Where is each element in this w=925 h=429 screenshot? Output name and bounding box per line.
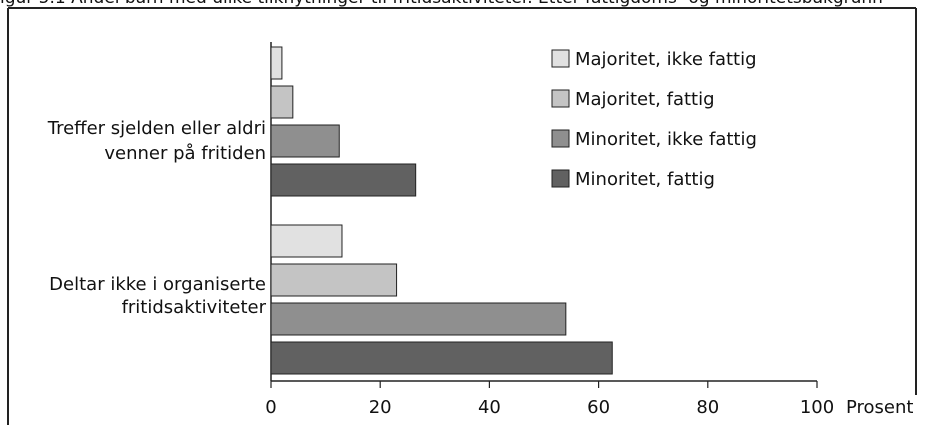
bar-1-3 bbox=[270, 124, 340, 158]
legend: Majoritet, ikke fattig Majoritet, fattig M… bbox=[551, 49, 757, 190]
legend-swatch bbox=[551, 89, 570, 108]
bar-1-4 bbox=[270, 163, 417, 197]
x-ticks: 0 20 40 60 80 100 bbox=[265, 381, 834, 418]
bar-1-1 bbox=[270, 46, 283, 80]
category-labels: Treffer sjelden eller aldri venner på fri… bbox=[47, 118, 267, 318]
legend-swatch bbox=[551, 49, 570, 68]
legend-swatch bbox=[551, 169, 570, 188]
legend-label: Majoritet, fattig bbox=[575, 89, 715, 110]
x-tick-label: 20 bbox=[369, 397, 392, 418]
bar-1-2 bbox=[270, 85, 294, 119]
legend-label: Majoritet, ikke fattig bbox=[575, 49, 757, 70]
category-label: fritidsaktiviteter bbox=[122, 297, 267, 318]
x-axis-label: Prosent bbox=[846, 397, 913, 418]
x-tick-label: 100 bbox=[800, 397, 834, 418]
cropped-caption: igur 5.1 Andel barn med ulike tilknytnin… bbox=[0, 0, 883, 8]
legend-swatch bbox=[551, 129, 570, 148]
category-label: venner på fritiden bbox=[104, 143, 266, 164]
x-tick-label: 60 bbox=[587, 397, 610, 418]
bar-2-4 bbox=[270, 341, 613, 375]
x-tick-label: 80 bbox=[696, 397, 719, 418]
legend-label: Minoritet, ikke fattig bbox=[575, 129, 757, 150]
category-label: Deltar ikke i organiserte bbox=[49, 274, 266, 295]
bars bbox=[270, 46, 613, 375]
category-label: Treffer sjelden eller aldri bbox=[47, 118, 266, 139]
x-tick-label: 40 bbox=[478, 397, 501, 418]
bar-2-2 bbox=[270, 263, 398, 297]
bar-2-1 bbox=[270, 224, 343, 258]
x-tick-label: 0 bbox=[265, 397, 276, 418]
legend-label: Minoritet, fattig bbox=[575, 169, 715, 190]
bar-2-3 bbox=[270, 302, 567, 336]
